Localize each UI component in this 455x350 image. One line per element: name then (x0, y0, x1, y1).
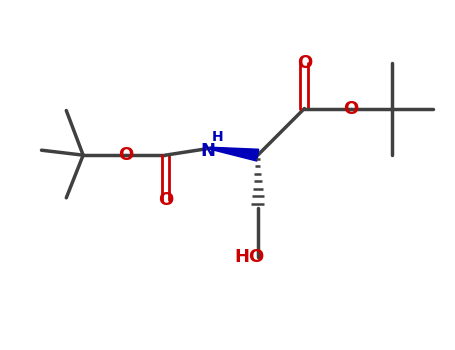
Text: O: O (344, 99, 359, 118)
Text: HO: HO (235, 248, 265, 266)
Text: H: H (211, 130, 223, 144)
Text: O: O (118, 146, 133, 164)
Polygon shape (210, 147, 258, 161)
Text: O: O (297, 54, 312, 72)
Text: O: O (158, 191, 173, 209)
Text: N: N (201, 142, 216, 160)
